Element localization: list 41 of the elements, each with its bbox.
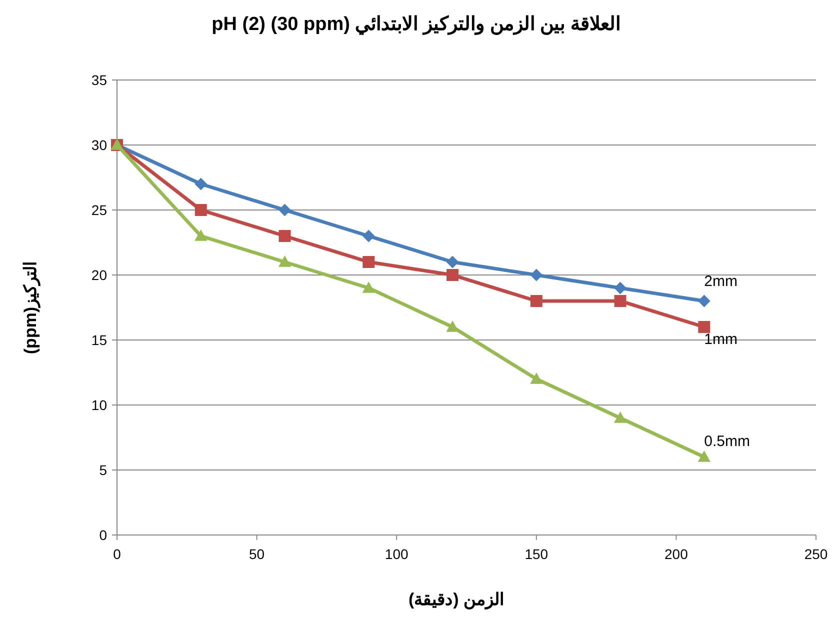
point [698,451,710,462]
point [530,269,542,281]
series-label: 1mm [704,331,738,348]
series-label: 2mm [704,273,738,290]
y-tick-label: 10 [91,397,108,413]
point [362,282,375,293]
point [530,373,542,384]
x-tick-label: 250 [804,546,828,562]
point [362,256,375,268]
point [614,412,626,423]
x-tick-label: 50 [249,546,265,562]
x-tick-label: 150 [524,546,548,562]
point [698,295,710,307]
y-axis-title: التركيز(ppm) [21,260,41,354]
y-tick-label: 30 [91,137,108,153]
point [446,269,459,281]
point [278,256,291,267]
point [278,204,291,216]
point [698,321,710,333]
x-tick-label: 0 [113,546,122,562]
y-tick-label: 20 [91,267,108,283]
point [278,230,291,242]
y-tick-label: 25 [91,202,108,218]
point [194,204,207,216]
point [446,256,459,268]
y-tick-label: 5 [99,462,108,478]
x-axis-title: الزمن (دقيقة) [408,590,505,610]
y-tick-label: 0 [99,527,108,543]
point [194,230,207,241]
x-tick-label: 100 [384,546,408,562]
chart-title: العلاقة بين الزمن والتركيز الابتدائي pH (2) (30 ppm) [212,14,620,36]
y-tick-label: 35 [91,72,108,88]
point [446,321,459,332]
point [530,295,542,307]
x-tick-label: 200 [664,546,688,562]
point [614,282,626,294]
point [194,178,207,190]
y-tick-label: 15 [91,332,108,348]
series-label: 0.5mm [704,433,750,450]
point [362,230,375,242]
point [614,295,626,307]
